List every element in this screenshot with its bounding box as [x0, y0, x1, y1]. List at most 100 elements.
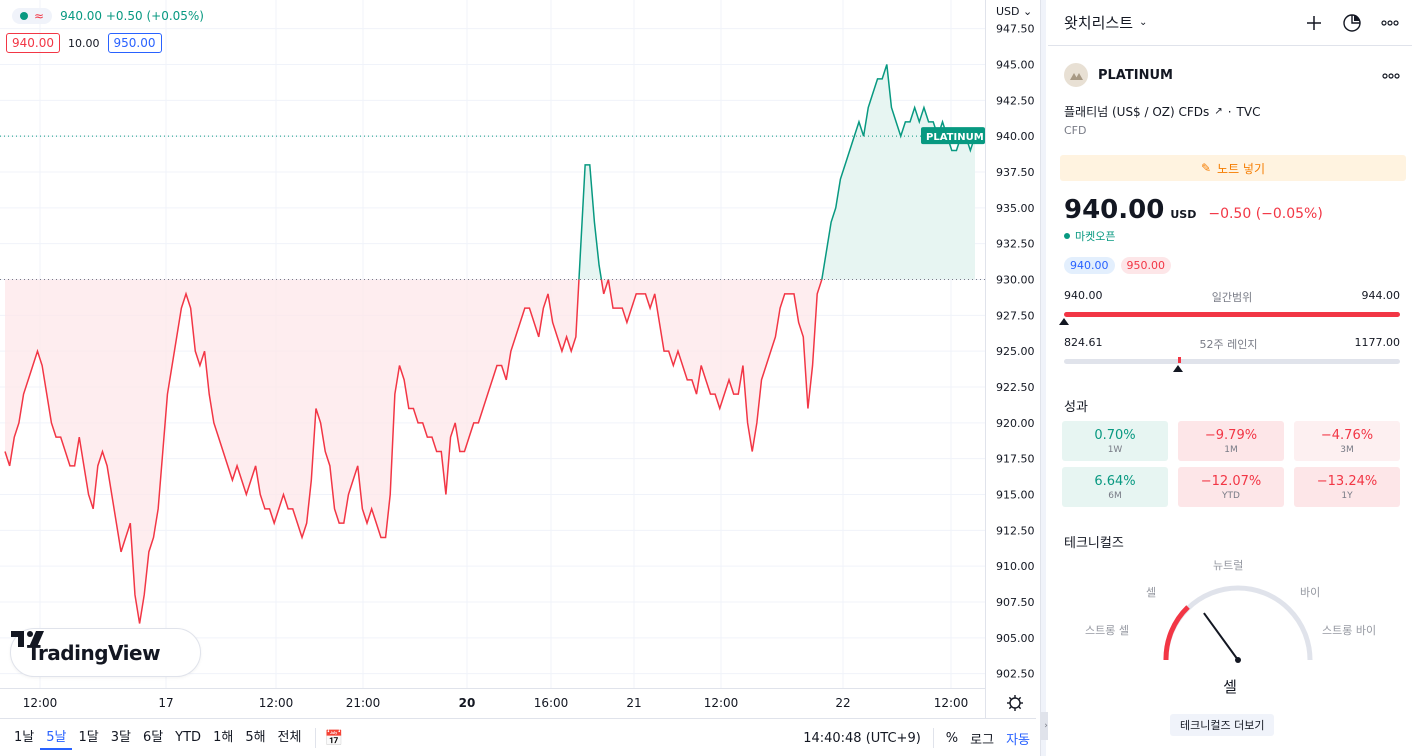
- performance-cell-1m[interactable]: −9.79% 1M: [1178, 421, 1284, 461]
- date-range-icon[interactable]: 📅: [324, 728, 344, 747]
- bottom-toolbar: 1날 5날 1달 3달 6달 YTD 1해 5해 전체 📅 14:40:48 (UTC+9) %…: [0, 718, 1036, 756]
- chevron-down-icon[interactable]: ⌄: [1139, 17, 1148, 28]
- bid-ask-badges: 940.00 950.00: [1064, 257, 1171, 274]
- range-button-8[interactable]: 전체: [277, 729, 302, 745]
- buy-price-box[interactable]: 950.00: [107, 33, 162, 53]
- day-range-bar: [1059, 312, 1400, 325]
- performance-title: 성과: [1064, 400, 1088, 415]
- collapse-panel-icon[interactable]: ›: [1041, 712, 1051, 740]
- performance-cell-1w[interactable]: 0.70% 1W: [1062, 421, 1168, 461]
- settings-icon-tooth: [1008, 696, 1012, 700]
- day-range: 940.00 일간범위 944.00: [1059, 289, 1400, 325]
- series-line-down: [4, 279, 823, 624]
- currency-select[interactable]: USD ⌄: [996, 5, 1032, 18]
- technicals-gauge: [1163, 585, 1313, 663]
- symbol-description-text: 플래티넘 (US$ / OZ) CFDs: [1064, 105, 1210, 119]
- y-tick-label: 915.00: [996, 489, 1035, 502]
- y-tick-label: 947.50: [996, 23, 1035, 36]
- spread-value: 10.00: [68, 36, 100, 50]
- more-options-icon[interactable]: [1380, 13, 1400, 33]
- range-button-1[interactable]: 5날: [40, 726, 73, 750]
- y-tick-label: 945.00: [996, 59, 1035, 72]
- x-tick-label: 12:00: [259, 696, 294, 710]
- auto-scale-toggle[interactable]: 자동: [1006, 732, 1030, 748]
- separator-dot: ·: [1227, 104, 1232, 119]
- watchlist-panel: 왓치리스트 ⌄ PLATINUM 플래티넘 (US$ / OZ) CFDs ↗ …: [1048, 0, 1412, 756]
- week52-range-high: 1177.00: [1354, 336, 1400, 349]
- range-button-0[interactable]: 1날: [14, 729, 35, 745]
- pie-chart-icon[interactable]: [1342, 13, 1362, 33]
- x-tick-label: 17: [158, 696, 173, 710]
- y-tick-label: 912.50: [996, 524, 1035, 537]
- range-selector: 1날 5날 1달 3달 6달 YTD 1해 5해 전체: [0, 726, 307, 750]
- x-tick-label: 12:00: [704, 696, 739, 710]
- performance-cell-ytd[interactable]: −12.07% YTD: [1178, 467, 1284, 507]
- range-button-5[interactable]: YTD: [175, 729, 202, 745]
- exchange-name[interactable]: TVC: [1236, 104, 1261, 119]
- range-button-4[interactable]: 6달: [142, 729, 164, 745]
- x-tick-label: 21:00: [346, 696, 381, 710]
- performance-period: 1M: [1224, 444, 1238, 455]
- tradingview-logo[interactable]: TradingView: [10, 628, 201, 677]
- symbol-name[interactable]: PLATINUM: [1098, 67, 1173, 83]
- tradingview-logo-icon: [11, 631, 44, 647]
- symbol-header: PLATINUM: [1048, 60, 1412, 90]
- y-tick-label: 942.50: [996, 94, 1035, 107]
- performance-cell-3m[interactable]: −4.76% 3M: [1294, 421, 1400, 461]
- bottom-right-controls: 14:40:48 (UTC+9) % 로그 자동: [803, 719, 1036, 756]
- market-status-pill[interactable]: ≈: [12, 8, 53, 24]
- add-note-button[interactable]: ✎ 노트 넣기: [1060, 155, 1406, 181]
- chevron-down-icon: ⌄: [1019, 5, 1033, 18]
- week52-range-tick: [1178, 357, 1182, 363]
- settings-icon[interactable]: [1009, 697, 1021, 709]
- y-tick-label: 910.00: [996, 560, 1035, 573]
- gauge-label-sell: 셀: [1146, 586, 1157, 599]
- clock[interactable]: 14:40:48 (UTC+9): [803, 730, 921, 746]
- performance-cell-1y[interactable]: −13.24% 1Y: [1294, 467, 1400, 507]
- y-tick-label: 927.50: [996, 309, 1035, 322]
- range-button-2[interactable]: 1달: [78, 729, 99, 745]
- performance-cell-6m[interactable]: 6.64% 6M: [1062, 467, 1168, 507]
- bid-badge: 940.00: [1064, 257, 1115, 274]
- area-fill-down: [5, 279, 975, 624]
- market-status[interactable]: 마켓오픈: [1064, 228, 1115, 244]
- chart-legend: ≈ 940.00 +0.50 (+0.05%): [12, 8, 204, 24]
- week52-range-marker-icon: [1173, 365, 1184, 372]
- symbol-type: CFD: [1064, 124, 1087, 137]
- range-button-7[interactable]: 5해: [245, 729, 266, 745]
- more-options-icon[interactable]: [1382, 68, 1400, 82]
- performance-grid: 0.70% 1W −9.79% 1M −4.76% 3M 6.64% 6M −12.07% YTD…: [1062, 421, 1402, 507]
- area-fill-up: [5, 64, 975, 280]
- percent-toggle[interactable]: %: [945, 730, 959, 746]
- performance-period: 1W: [1107, 444, 1123, 455]
- y-tick-label: 930.00: [996, 274, 1035, 287]
- day-range-marker-icon: [1059, 318, 1069, 325]
- price-chart[interactable]: 947.50 945.00 942.50 940.00 937.50 935.00 932.…: [0, 0, 1036, 718]
- gauge-label-neutral: 뉴트럴: [1213, 559, 1244, 572]
- gauge-label-strong-sell: 스트롱 셀: [1085, 624, 1129, 637]
- watchlist-title[interactable]: 왓치리스트: [1064, 14, 1134, 32]
- performance-value: −13.24%: [1316, 473, 1378, 489]
- range-button-3[interactable]: 3달: [110, 729, 131, 745]
- bid-ask-legend: 940.00 10.00 950.00: [6, 33, 162, 53]
- price-label-bg: [921, 127, 985, 145]
- add-symbol-icon[interactable]: [1304, 13, 1324, 33]
- watchlist-actions: [1304, 13, 1400, 33]
- external-link-icon[interactable]: ↗: [1214, 106, 1223, 117]
- panel-divider[interactable]: [1040, 0, 1046, 756]
- more-technicals-button[interactable]: 테크니컬즈 더보기: [1170, 714, 1275, 736]
- y-tick-label: 925.00: [996, 345, 1035, 358]
- technicals-title[interactable]: 테크니컬즈: [1064, 536, 1124, 551]
- y-tick-label: 937.50: [996, 166, 1035, 179]
- day-range-label: 일간범위: [1211, 291, 1253, 304]
- performance-period: 6M: [1108, 490, 1122, 501]
- watchlist-header: 왓치리스트 ⌄: [1048, 0, 1412, 46]
- performance-value: −9.79%: [1204, 427, 1258, 443]
- market-status-label: 마켓오픈: [1075, 230, 1116, 243]
- y-tick-label: 935.00: [996, 202, 1035, 215]
- y-tick-label: 932.50: [996, 238, 1035, 251]
- chart-canvas[interactable]: 947.50 945.00 942.50 940.00 937.50 935.00 932.…: [0, 0, 1036, 718]
- range-button-6[interactable]: 1해: [213, 729, 234, 745]
- sell-price-box[interactable]: 940.00: [6, 33, 60, 53]
- log-toggle[interactable]: 로그: [970, 732, 995, 748]
